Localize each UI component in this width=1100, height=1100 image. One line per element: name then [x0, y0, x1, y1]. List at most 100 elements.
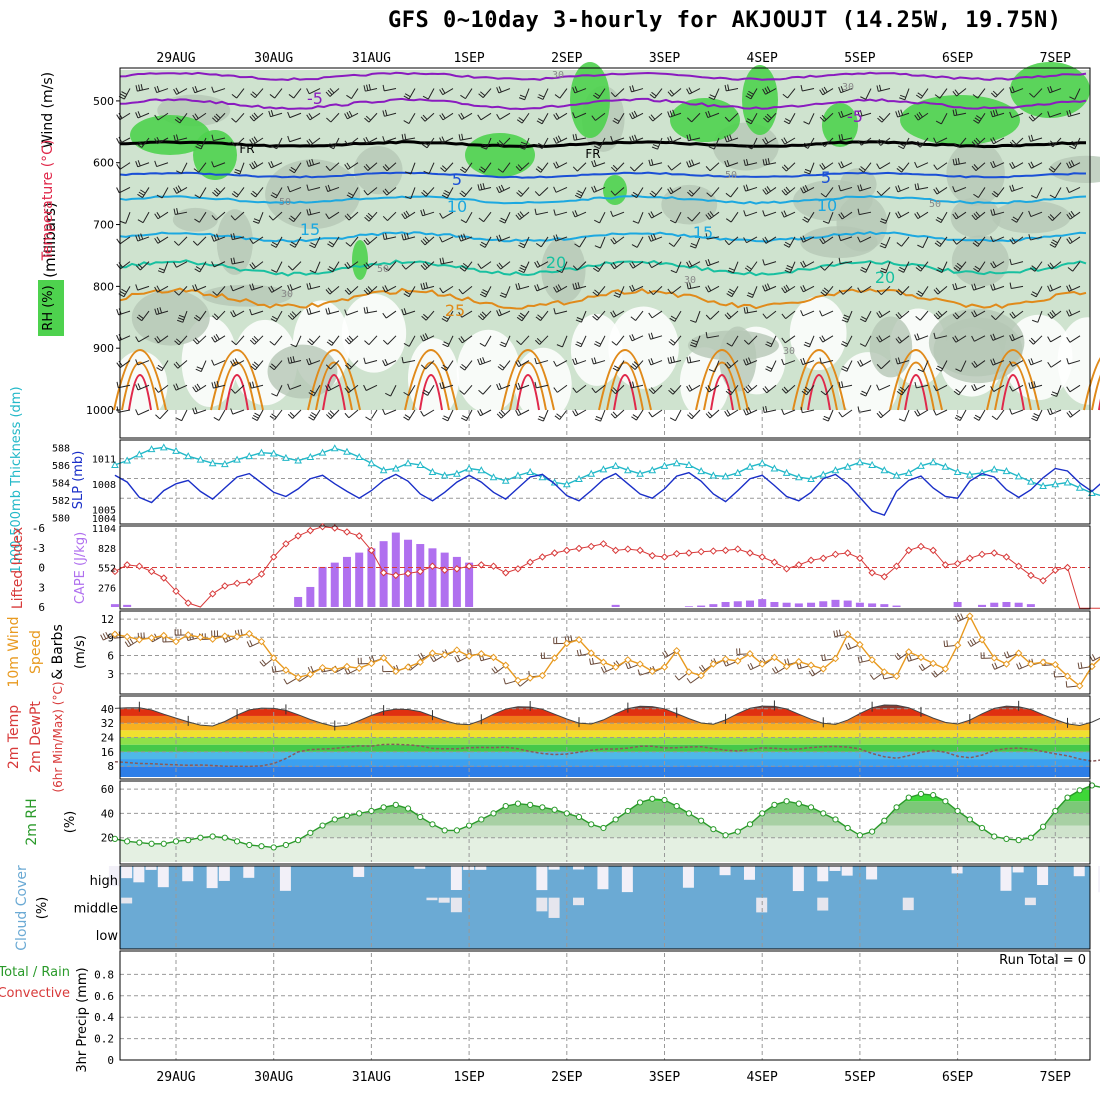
wind-barb	[537, 261, 549, 268]
rh2m-point	[649, 795, 656, 802]
wind-barb-flag	[422, 263, 428, 269]
wind-barb-flag	[481, 311, 487, 317]
wind-barb-flag	[516, 316, 523, 322]
wind-barb-flag	[976, 115, 982, 120]
wind-barb-flag	[460, 234, 464, 241]
wind-barb-flag	[230, 141, 236, 147]
wind-barb-flag	[847, 642, 851, 649]
bottom-date-label: 3SEP	[649, 1070, 680, 1085]
wind-barb	[258, 212, 264, 224]
wind-barb-flag	[783, 164, 789, 170]
wind-barb-flag	[895, 212, 899, 219]
slp-tick: 1011	[92, 454, 116, 465]
wind-barb	[916, 335, 929, 341]
wind-barb-flag	[119, 220, 126, 224]
wind-barb	[1054, 236, 1062, 248]
wind-barb	[387, 335, 397, 345]
wind-barb-flag	[216, 233, 220, 240]
cloud-mid-gap	[902, 897, 914, 911]
wind-barb-flag	[975, 211, 981, 217]
wind-barb-flag	[120, 93, 126, 98]
rh-dry-area	[608, 306, 679, 389]
wind-barb-flag	[669, 110, 673, 117]
wind-barb	[441, 137, 454, 144]
li-point	[294, 532, 302, 540]
wind-barb-flag	[135, 160, 139, 167]
wind-barb-flag	[764, 137, 769, 144]
wind-barb-flag	[877, 117, 883, 123]
wind-barb-flag	[819, 357, 822, 364]
wind-barb-flag	[404, 414, 411, 419]
rh-green-area	[742, 65, 778, 135]
wind-barb-flag	[669, 187, 674, 193]
wind-barb-flag	[344, 113, 348, 120]
wind-barb-flag	[251, 114, 257, 120]
wind-barb	[992, 236, 1005, 243]
wind-barb	[214, 335, 226, 343]
temp-band	[120, 708, 1090, 716]
wind-barb-flag	[519, 267, 526, 271]
wind-barb-flag	[594, 265, 601, 270]
wind-barb-flag	[954, 283, 958, 290]
wind-barb-flag	[857, 656, 860, 663]
wind-speed-point	[404, 663, 412, 671]
rh2m-point	[966, 816, 973, 823]
wind-barb	[254, 88, 264, 98]
wind-barb	[574, 112, 587, 119]
wind-barb-flag	[764, 386, 770, 392]
wind-barb	[885, 212, 891, 224]
wind-barb-flag	[973, 383, 978, 390]
wind-barb-flag	[781, 138, 786, 145]
wind-barb-flag	[478, 93, 484, 99]
wind-speed-point	[697, 671, 705, 680]
li-tick: 6	[38, 601, 45, 614]
wind-barb-flag	[648, 159, 651, 166]
wind-barb-flag	[384, 164, 390, 170]
wind-barb-flag	[836, 630, 839, 637]
li-point	[172, 587, 180, 595]
wind-barb-flag	[213, 381, 217, 388]
wind-barb-flag	[382, 233, 385, 240]
wind-barb-flag	[993, 190, 999, 196]
wind-barb-flag	[689, 282, 692, 289]
wind-barb-flag	[955, 158, 958, 165]
wind-barb-flag	[708, 369, 715, 373]
wind-barb-flag	[878, 310, 883, 317]
wind-barb	[688, 137, 701, 142]
wind-barb-flag	[917, 140, 923, 146]
wind-barb	[996, 187, 1005, 198]
wind-barb-flag	[859, 109, 863, 117]
wind-barb-flag	[231, 340, 237, 346]
thickness-point	[221, 460, 229, 468]
wind-barb	[384, 409, 397, 416]
wind-barb-flag	[535, 316, 541, 321]
precip-total-label: Total / Rain	[0, 965, 70, 980]
wind-speed-point	[123, 632, 131, 641]
wind-barb-flag	[648, 411, 653, 418]
wind-barb-flag	[1050, 393, 1057, 397]
li-tick: 3	[38, 581, 45, 594]
wind-barb-flag	[1066, 110, 1069, 117]
cape-bar	[452, 556, 461, 607]
tick-label: 3	[107, 668, 114, 681]
wind-barb-flag	[270, 110, 274, 117]
wind-barb-flag	[955, 388, 961, 394]
wind-barb-flag	[154, 160, 158, 167]
wind-barb	[251, 384, 264, 389]
wind-barb-flag	[960, 613, 964, 620]
wind-speed-point	[208, 635, 217, 643]
wind-barb	[213, 162, 226, 168]
wind-barb	[518, 360, 530, 368]
wind-barb-flag	[820, 390, 827, 396]
wind-barb	[748, 335, 758, 345]
wind-barb-flag	[480, 91, 486, 97]
rh-moist-area	[950, 197, 1001, 238]
wind-barb	[1011, 112, 1024, 118]
wind-barb-flag	[857, 406, 860, 413]
wind-barb	[574, 360, 587, 366]
wind-barb-flag	[803, 171, 810, 175]
wind-barb-flag	[329, 88, 335, 94]
wind-barb	[314, 236, 321, 248]
wind-barb	[332, 236, 340, 248]
wind-barb-flag	[157, 270, 164, 274]
